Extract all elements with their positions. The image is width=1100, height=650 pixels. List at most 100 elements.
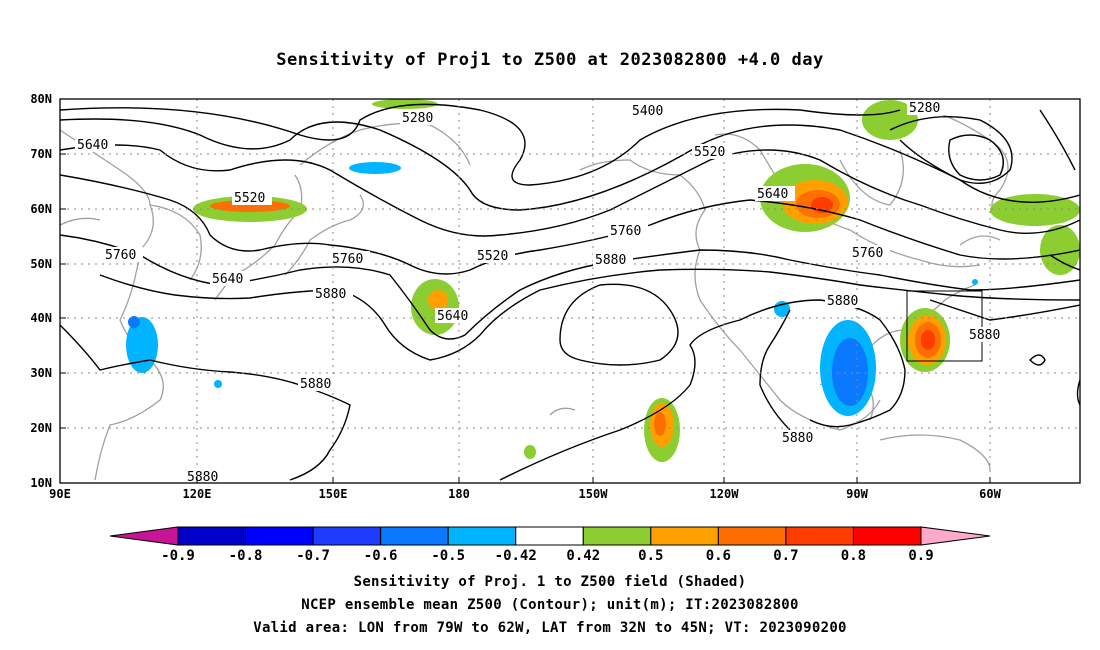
colorbar-label: 0.8 bbox=[841, 548, 866, 564]
colorbar-boxes bbox=[177, 526, 922, 546]
contour-label-5880-phil: 5880 bbox=[298, 376, 338, 392]
contour-label-layer: 5280 5280 5400 5520 5520 5520 5640 5640 … bbox=[75, 100, 1007, 485]
axis-ticks bbox=[60, 98, 991, 483]
contour-label-text: 5640 bbox=[77, 138, 108, 153]
contour-label-text: 5280 bbox=[402, 111, 433, 126]
lon-label-120e: 120E bbox=[183, 487, 212, 501]
colorbar-label: -0.6 bbox=[364, 548, 398, 564]
contour-label-5640-hudson: 5640 bbox=[755, 186, 795, 202]
caption-shaded: Sensitivity of Proj. 1 to Z500 field (Sh… bbox=[353, 574, 747, 590]
colorbar-box bbox=[312, 526, 382, 546]
lat-label-50n: 50N bbox=[30, 257, 52, 271]
contour-label-text: 5880 bbox=[969, 328, 1000, 343]
contour-label-text: 5880 bbox=[300, 377, 331, 392]
contour-label-5760-npac: 5760 bbox=[330, 251, 370, 267]
contour-label-5880-scs: 5880 bbox=[185, 469, 225, 485]
contour-label-text: 5520 bbox=[694, 145, 725, 160]
colorbar-box bbox=[785, 526, 854, 546]
colorbar-box bbox=[447, 526, 517, 546]
contour-label-text: 5760 bbox=[332, 252, 363, 267]
contour-label-5880-midwest: 5880 bbox=[825, 293, 865, 309]
contour-label-text: 5640 bbox=[437, 309, 468, 324]
contour-label-text: 5520 bbox=[477, 249, 508, 264]
contour-label-text: 5640 bbox=[212, 272, 243, 287]
caption-valid-area: Valid area: LON from 79W to 62W, LAT fro… bbox=[253, 620, 847, 636]
lon-label-90w: 90W bbox=[846, 487, 868, 501]
contour-label-5880-nwpac: 5880 bbox=[313, 286, 353, 302]
colorbar-box bbox=[650, 526, 719, 546]
lon-label-150e: 150E bbox=[319, 487, 348, 501]
valid-area-box bbox=[906, 290, 983, 362]
map-frame: 5280 5280 5400 5520 5520 5520 5640 5640 … bbox=[30, 92, 1081, 564]
colorbar-label: -0.5 bbox=[431, 548, 465, 564]
colorbar-label: 0.5 bbox=[638, 548, 663, 564]
colorbar-label: 0.9 bbox=[908, 548, 933, 564]
contour-label-5880-epac: 5880 bbox=[593, 252, 633, 268]
lon-label-90e: 90E bbox=[49, 487, 71, 501]
caption-contour: NCEP ensemble mean Z500 (Contour); unit(… bbox=[301, 597, 799, 613]
contour-label-text: 5880 bbox=[782, 431, 813, 446]
contour-label-text: 5520 bbox=[234, 191, 265, 206]
longitude-labels: 90E 120E 150E 180 150W 120W 90W 60W bbox=[49, 487, 1001, 501]
colorbar-label: 0.42 bbox=[566, 548, 600, 564]
lat-label-30n: 30N bbox=[30, 366, 52, 380]
contour-label-5640-cpac: 5640 bbox=[435, 308, 475, 324]
colorbar-label: -0.8 bbox=[229, 548, 263, 564]
contour-label-5760-lakes: 5760 bbox=[850, 245, 890, 261]
contour-label-text: 5280 bbox=[909, 101, 940, 116]
contour-label-5640-siberia: 5640 bbox=[75, 137, 115, 153]
lon-label-120w: 120W bbox=[710, 487, 740, 501]
colorbar-label: -0.7 bbox=[296, 548, 330, 564]
contour-label-text: 5880 bbox=[595, 253, 626, 268]
colorbar-box bbox=[515, 526, 584, 546]
colorbar-box bbox=[852, 526, 922, 546]
contour-label-text: 5760 bbox=[852, 246, 883, 261]
colorbar-high-extend bbox=[920, 526, 991, 546]
colorbar-box bbox=[380, 526, 449, 546]
lat-label-60n: 60N bbox=[30, 202, 52, 216]
contour-label-5280-npac: 5280 bbox=[400, 110, 440, 126]
contour-label-text: 5760 bbox=[105, 248, 136, 263]
contour-label-5760-china: 5760 bbox=[103, 247, 143, 263]
contour-label-5880-atlantic: 5880 bbox=[967, 327, 1007, 343]
contour-label-text: 5760 bbox=[610, 224, 641, 239]
lat-label-10n: 10N bbox=[30, 476, 52, 490]
latitude-labels: 80N 70N 60N 50N 40N 30N 20N 10N bbox=[30, 92, 52, 490]
contour-label-text: 5880 bbox=[827, 294, 858, 309]
contour-label-text: 5400 bbox=[632, 104, 663, 119]
contour-label-text: 5880 bbox=[315, 287, 346, 302]
lat-label-20n: 20N bbox=[30, 421, 52, 435]
contour-label-5880-gulf: 5880 bbox=[780, 430, 820, 446]
colorbar-box bbox=[177, 526, 247, 546]
plot-border bbox=[59, 98, 1081, 484]
lat-label-70n: 70N bbox=[30, 147, 52, 161]
colorbar-box bbox=[582, 526, 652, 546]
lon-label-150w: 150W bbox=[579, 487, 609, 501]
contour-label-5520-goa: 5520 bbox=[475, 248, 515, 264]
colorbar-label: 0.6 bbox=[706, 548, 731, 564]
contour-label-5520-alaska: 5520 bbox=[692, 144, 732, 160]
gridlines bbox=[60, 99, 1080, 483]
colorbar-label: 0.7 bbox=[773, 548, 798, 564]
contour-label-5280-baffin: 5280 bbox=[907, 100, 947, 116]
contour-label-5520-asia: 5520 bbox=[232, 190, 272, 206]
colorbar-label: -0.42 bbox=[495, 548, 537, 564]
contour-label-5760-nepac: 5760 bbox=[608, 223, 648, 239]
lon-label-180: 180 bbox=[448, 487, 470, 501]
contour-label-5640-japan: 5640 bbox=[210, 271, 250, 287]
contour-label-5400: 5400 bbox=[630, 103, 670, 119]
map-title: Sensitivity of Proj1 to Z500 at 20230828… bbox=[276, 50, 824, 70]
contour-label-text: 5640 bbox=[757, 187, 788, 202]
colorbar-labels: -0.9 -0.8 -0.7 -0.6 -0.5 -0.42 0.42 0.5 0.6 0.7 0.… bbox=[161, 548, 934, 564]
colorbar: -0.9 -0.8 -0.7 -0.6 -0.5 -0.42 0.42 0.5 0.6 0.7 0.… bbox=[109, 526, 991, 564]
colorbar-box bbox=[245, 526, 314, 546]
colorbar-box bbox=[717, 526, 787, 546]
lat-label-40n: 40N bbox=[30, 311, 52, 325]
colorbar-label: -0.9 bbox=[161, 548, 195, 564]
z500-contours bbox=[60, 103, 1080, 481]
lat-label-80n: 80N bbox=[30, 92, 52, 106]
lon-label-60w: 60W bbox=[979, 487, 1001, 501]
coastlines bbox=[60, 109, 1011, 481]
colorbar-low-extend bbox=[109, 526, 179, 546]
contour-label-text: 5880 bbox=[187, 470, 218, 485]
